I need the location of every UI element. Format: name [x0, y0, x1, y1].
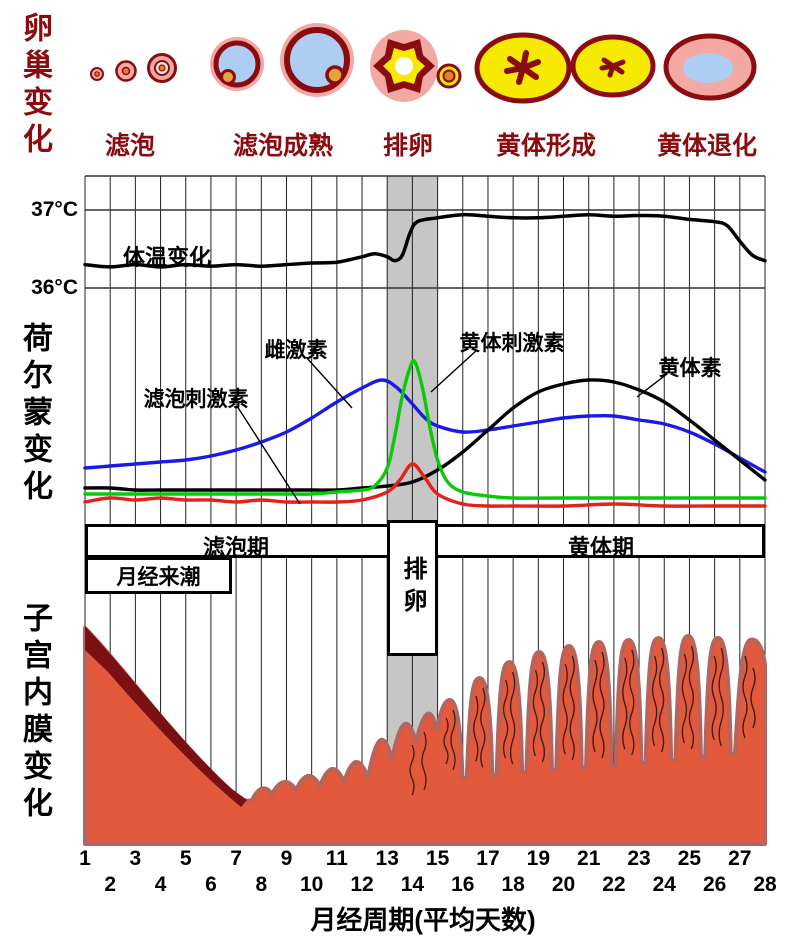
lh-callout-line [430, 349, 478, 393]
follicular-phase-label: 滤泡期 [202, 535, 270, 560]
day-label-6: 6 [205, 873, 217, 896]
section-label-hormone: 荷尔蒙变化 [18, 322, 51, 507]
gland-squiggle-15 [658, 647, 665, 753]
tick-36c: 36°C [31, 276, 78, 299]
gland-squiggle-20 [742, 655, 748, 739]
day-label-8: 8 [255, 873, 268, 896]
section-label-ovary: 卵巢变化 [18, 12, 51, 160]
gland-squiggle-8 [562, 663, 568, 755]
day-label-20: 20 [551, 873, 576, 896]
curve-fsh [83, 462, 767, 508]
menstruation-box: 月经来潮 [85, 557, 232, 594]
gland-squiggle-18 [711, 655, 717, 741]
day-label-2: 2 [104, 873, 117, 896]
day-label-4: 4 [154, 873, 167, 896]
corpus-luteum-illustration [474, 32, 656, 104]
gland-squiggle-14 [651, 655, 658, 747]
ovulation-label: 排卵 [399, 556, 426, 620]
ovulation-box: 排卵 [387, 520, 438, 656]
stage-label-corpus-luteum: 黄体形成 [495, 132, 597, 160]
day-label-28: 28 [753, 873, 777, 896]
gland-squiggle-4 [502, 679, 509, 759]
ovary-illustrations [90, 23, 757, 104]
gland-squiggle-16 [681, 653, 688, 744]
curve-temperature [83, 212, 767, 269]
gland-squiggle-6 [532, 669, 539, 757]
menstruation-label: 月经来潮 [116, 565, 201, 589]
temperature-reference-lines [85, 175, 765, 289]
day-label-12: 12 [350, 873, 374, 896]
gland-squiggle-17 [688, 645, 695, 750]
fsh-label: 滤泡刺激素 [143, 388, 249, 411]
gland-squiggle-23 [421, 731, 427, 791]
corpus-luteum-regression-illustration [663, 33, 757, 101]
tick-37c: 37°C [31, 198, 78, 221]
section-label-endometrium: 子宫内膜变化 [18, 602, 51, 824]
x-axis-title: 月经周期(平均天数) [310, 905, 536, 935]
temperature-curve-label: 体温变化 [122, 245, 212, 270]
endometrium-illustration [83, 626, 767, 846]
stage-label-follicle: 滤泡 [104, 132, 156, 160]
gland-squiggle-9 [569, 655, 575, 761]
fsh-callout-line [236, 405, 301, 505]
gland-squiggle-11 [599, 651, 605, 759]
progesterone-callout-line [636, 373, 668, 398]
gland-squiggle-10 [592, 659, 598, 753]
day-label-26: 26 [702, 873, 727, 896]
follicle-early-illustration [90, 53, 177, 83]
day-label-17: 17 [476, 847, 500, 870]
shedding-lining-shape [85, 626, 247, 807]
day-label-23: 23 [627, 847, 651, 870]
day-label-9: 9 [280, 847, 293, 870]
progesterone-label: 黄体素 [658, 357, 722, 380]
estrogen-callout-line [305, 356, 353, 409]
day-label-27: 27 [728, 847, 752, 870]
day-label-18: 18 [501, 873, 525, 896]
gland-squiggle-7 [539, 661, 546, 763]
day-label-3: 3 [129, 847, 142, 870]
data-curves [83, 212, 767, 508]
stage-label-corpus-luteum-regression: 黄体退化 [656, 132, 758, 160]
ovulation-illustration [370, 30, 462, 102]
day-label-16: 16 [451, 873, 475, 896]
curve-estrogen [83, 378, 767, 474]
gland-squiggle-0 [443, 717, 449, 765]
day-label-10: 10 [299, 873, 324, 896]
follicle-mature-illustration [210, 23, 354, 97]
gland-squiggle-1 [450, 709, 456, 771]
day-label-15: 15 [425, 847, 450, 870]
gland-squiggle-22 [409, 744, 415, 796]
gland-squiggle-13 [629, 649, 635, 756]
day-label-1: 1 [79, 847, 91, 870]
gland-squiggle-3 [480, 687, 486, 768]
gland-squiggle-19 [718, 647, 724, 747]
gland-squiggle-5 [509, 671, 516, 765]
day-label-21: 21 [577, 847, 601, 870]
endometrial-glands [409, 645, 756, 796]
stage-label-follicle-mature: 滤泡成熟 [232, 132, 334, 160]
day-label-22: 22 [602, 873, 626, 896]
gland-squiggle-2 [473, 695, 479, 762]
luteal-phase-label: 黄体期 [567, 535, 635, 560]
curve-lh [83, 359, 767, 500]
day-label-19: 19 [526, 847, 551, 870]
label-callout-lines [236, 349, 668, 505]
day-label-11: 11 [325, 847, 348, 870]
lh-label: 黄体刺激素 [459, 332, 565, 355]
day-label-24: 24 [652, 873, 676, 896]
gland-squiggle-21 [750, 667, 756, 729]
day-label-14: 14 [400, 873, 425, 896]
day-label-5: 5 [179, 847, 192, 870]
estrogen-label: 雌激素 [264, 339, 328, 362]
stage-label-ovulation: 排卵 [382, 132, 434, 160]
gland-squiggle-12 [622, 657, 628, 750]
day-label-13: 13 [375, 847, 399, 870]
day-label-7: 7 [230, 847, 242, 870]
day-label-25: 25 [677, 847, 702, 870]
